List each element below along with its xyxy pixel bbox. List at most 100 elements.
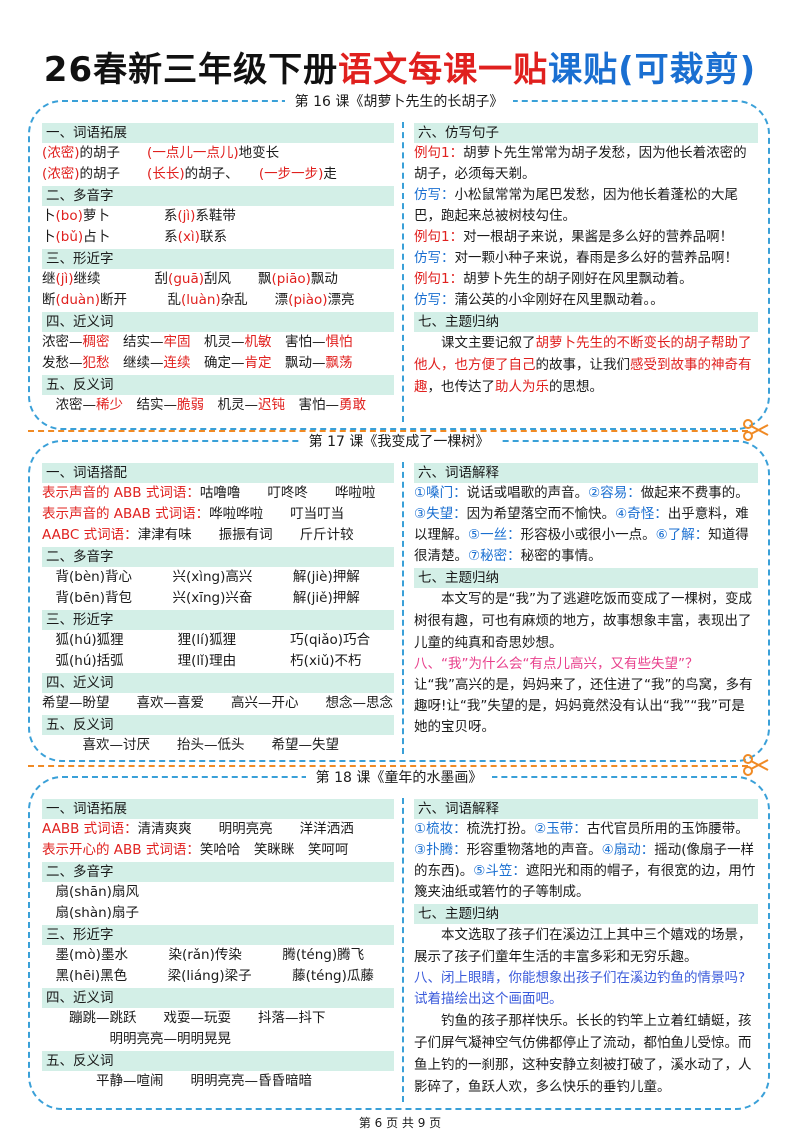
text-run: 卜: [42, 208, 56, 224]
text-run: 古代官员所用的玉饰腰带。: [586, 821, 749, 837]
text-run: 背(bèn)背心 兴(xìng)高兴 解(jiè)押解: [42, 569, 360, 585]
text-run: 脆弱: [177, 397, 204, 413]
text-run: 例句1：: [414, 271, 464, 287]
text-run: 犯愁: [82, 355, 110, 371]
text-run: 表示开心的 ABB 式词语：: [42, 842, 200, 858]
text-run: 地变长: [238, 145, 280, 161]
section-heading: 七、主题归纳: [414, 904, 758, 924]
lesson-card: 第 16 课《胡萝卜先生的长胡子》 一、词语拓展 (浓密)的胡子 (一点儿一点儿)地…: [28, 94, 770, 430]
text-run: 蹦跳—跳跃 戏耍—玩耍 抖落—抖下: [42, 1010, 326, 1026]
text-line: 表示声音的 ABAB 式词语：哗啦哗啦 叮当叮当: [42, 504, 394, 525]
text-run: ②容易：: [588, 485, 641, 501]
text-run: 咕噜噜 叮咚咚 哗啦啦: [199, 485, 376, 501]
text-run: 弧(hú)括弧 理(lǐ)理由 朽(xiǔ)不朽: [42, 653, 362, 669]
paragraph: 课文主要记叙了胡萝卜先生的不断变长的胡子帮助了他人，也方便了自己的故事，让我们感…: [414, 332, 758, 398]
text-run: 蒲公英的小伞刚好在风里飘动着。。: [454, 292, 664, 308]
section-heading: 一、词语拓展: [42, 799, 394, 819]
text-run: (guā): [168, 271, 204, 287]
paragraph: 钓鱼的孩子那样快乐。长长的钓竿上立着红蜻蜓，孩子们屏气凝神空气仿佛都停止了流动，…: [414, 1010, 758, 1098]
text-line: 明明亮亮—明明晃晃: [42, 1029, 394, 1050]
text-run: 机敏: [244, 334, 272, 350]
text-run: 刮风 飘: [203, 271, 272, 287]
section-heading: 七、主题归纳: [414, 568, 758, 588]
section-heading: 五、反义词: [42, 375, 394, 395]
section-heading: 二、多音字: [42, 862, 394, 882]
text-line: 背(bēn)背包 兴(xīng)兴奋 解(jiě)押解: [42, 588, 394, 609]
text-run: 占卜 系: [83, 229, 178, 245]
text-run: ②玉带：: [534, 821, 587, 837]
section-heading: 七、主题归纳: [414, 312, 758, 332]
text-run: 继: [42, 271, 56, 287]
text-line: ①梳妆：梳洗打扮。②玉带：古代官员所用的玉饰腰带。 ③扑腾：形容重物落地的声音。④…: [414, 819, 758, 903]
text-run: (jì): [177, 208, 196, 224]
text-run: 机灵—: [190, 334, 245, 350]
section-heading: 二、多音字: [42, 186, 394, 206]
text-run: 稀少: [96, 397, 123, 413]
text-run: 钓鱼的孩子那样快乐。长长的钓竿上立着红蜻蜓，孩子们屏气凝神空气仿佛都停止了流动，…: [414, 1013, 752, 1095]
text-run: 小松鼠常常为尾巴发愁，因为他长着蓬松的大尾巴，跑起来总被树枝勾住。: [414, 187, 738, 224]
text-run: 系鞋带: [195, 208, 236, 224]
text-line: 平静—喧闹 明明亮亮—昏昏暗暗: [42, 1071, 394, 1092]
text-run: 梳洗打扮。: [466, 821, 535, 837]
text-line: 扇(shān)扇风: [42, 882, 394, 903]
text-run: 断: [42, 292, 56, 308]
text-run: 例句1：: [414, 145, 464, 161]
section-heading: 三、形近字: [42, 925, 394, 945]
text-run: 例句1：: [414, 229, 464, 245]
text-run: (xì): [177, 229, 200, 245]
text-run: 津津有味 振振有词 斤斤计较: [137, 527, 354, 543]
cut-line: [28, 430, 748, 432]
text-run: 背(bēn)背包 兴(xīng)兴奋 解(jiě)押解: [42, 590, 360, 606]
text-run: AABB 式词语：: [42, 821, 138, 837]
text-run: 害怕—: [285, 397, 339, 413]
text-run: 知道得很清楚。: [414, 527, 749, 564]
section-heading: 二、多音字: [42, 547, 394, 567]
left-column: 一、词语搭配 表示声音的 ABB 式词语：咕噜噜 叮咚咚 哗啦啦 表示声音的 ABA…: [42, 462, 402, 754]
text-run: ⑤斗笠：: [473, 863, 526, 879]
text-run: 仿写：: [414, 187, 455, 203]
left-column: 一、词语拓展 AABB 式词语：清清爽爽 明明亮亮 洋洋洒洒 表示开心的 ABB 式…: [42, 798, 402, 1102]
section-heading: 三、形近字: [42, 610, 394, 630]
text-line: 继(jì)继续 刮(guā)刮风 飘(piāo)飘动: [42, 269, 394, 290]
text-run: (浓密): [42, 166, 80, 182]
text-run: 形容极小或很小一点。: [520, 527, 656, 543]
lesson-card: 第 17 课《我变成了一棵树》一、词语搭配 表示声音的 ABB 式词语：咕噜噜 叮…: [28, 434, 770, 762]
text-run: 希望—盼望 喜欢—喜爱 高兴—开心 想念—思念: [42, 695, 393, 711]
right-column: 六、词语解释 ①梳妆：梳洗打扮。②玉带：古代官员所用的玉饰腰带。 ③扑腾：形容重物落…: [402, 798, 758, 1102]
text-line: 浓密—稀少 结实—脆弱 机灵—迟钝 害怕—勇敢: [42, 395, 394, 416]
section-heading: 四、近义词: [42, 673, 394, 693]
text-run: 惧怕: [325, 334, 353, 350]
text-run: ③扑腾：: [414, 842, 467, 858]
text-run: 飘动: [310, 271, 338, 287]
text-run: (bo): [55, 208, 83, 224]
section-heading: 一、词语搭配: [42, 463, 394, 483]
left-column: 一、词语拓展 (浓密)的胡子 (一点儿一点儿)地变长 (浓密)的胡子 (长长)的胡子…: [42, 122, 402, 422]
text-run: (luàn): [181, 292, 221, 308]
text-run: 狐(hú)狐狸 狸(lí)狐狸 巧(qiǎo)巧合: [42, 632, 371, 648]
text-run: 本文选取了孩子们在溪边江上其中三个嬉戏的场景，展示了孩子们童年生活的丰富多彩和无…: [414, 927, 752, 965]
text-run: 明明亮亮—明明晃晃: [42, 1031, 231, 1047]
text-run: ①嗓门：: [414, 485, 467, 501]
text-run: (bǔ): [55, 229, 84, 245]
text-line: 让“我”高兴的是，妈妈来了，还住进了“我”的鸟窝，多有趣呀!让“我”失望的是，妈…: [414, 675, 758, 738]
text-run: 联系: [199, 229, 227, 245]
text-run: 飘动—: [271, 355, 326, 371]
lesson-title: 第 17 课《我变成了一棵树》: [30, 431, 768, 451]
text-line: 蹦跳—跳跃 戏耍—玩耍 抖落—抖下: [42, 1008, 394, 1029]
right-column: 六、词语解释 ①嗓门：说话或唱歌的声音。②容易：做起来不费事的。 ③失望：因为希望落…: [402, 462, 758, 754]
text-line: 狐(hú)狐狸 狸(lí)狐狸 巧(qiǎo)巧合: [42, 630, 394, 651]
title-part: 26春新三年级下册: [43, 50, 339, 90]
text-line: 表示声音的 ABB 式词语：咕噜噜 叮咚咚 哗啦啦: [42, 483, 394, 504]
text-run: 课文主要记叙了: [441, 335, 536, 351]
text-run: 的思想。: [549, 379, 603, 395]
columns: 一、词语拓展 (浓密)的胡子 (一点儿一点儿)地变长 (浓密)的胡子 (长长)的胡子…: [42, 122, 758, 422]
text-run: 摇动(像扇子一样的东西)。: [414, 842, 754, 879]
text-run: (duàn): [55, 292, 101, 308]
section-heading: 三、形近字: [42, 249, 394, 269]
text-run: ⑥了解：: [655, 527, 709, 543]
text-line: 扇(shàn)扇子: [42, 903, 394, 924]
text-run: 对一颗小种子来说，春雨是多么好的营养品啊！: [454, 250, 739, 266]
text-run: 浓密—: [42, 397, 96, 413]
lesson-title-text: 第 16 课《胡萝卜先生的长胡子》: [284, 94, 514, 110]
text-run: 连续: [163, 355, 191, 371]
